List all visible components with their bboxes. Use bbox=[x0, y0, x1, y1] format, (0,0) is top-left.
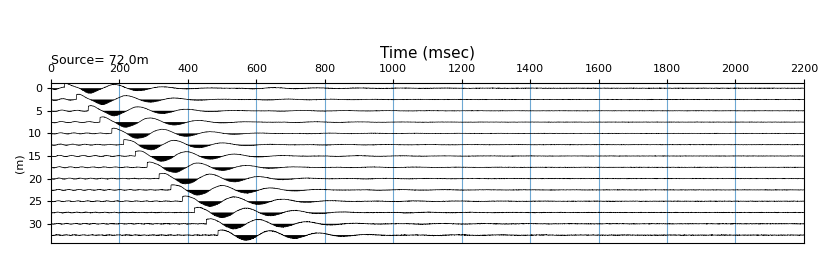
Y-axis label: (m): (m) bbox=[15, 153, 25, 173]
Text: Source= 72.0m: Source= 72.0m bbox=[51, 54, 148, 67]
Title: Time (msec): Time (msec) bbox=[380, 46, 475, 61]
